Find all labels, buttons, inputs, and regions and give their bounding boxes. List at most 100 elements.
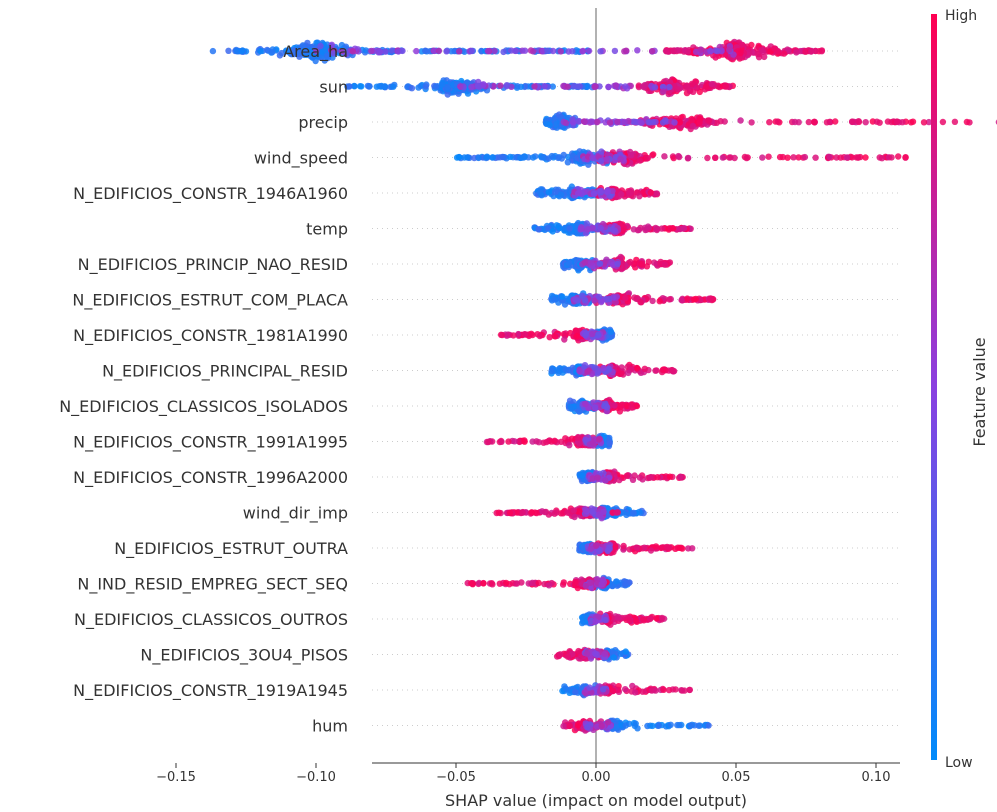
shap-point [656,298,663,305]
shap-point [575,408,583,415]
shap-point [373,83,380,90]
shap-point [288,51,295,58]
shap-point [408,85,416,92]
shap-point [625,190,633,197]
shap-point [614,118,621,126]
shap-point [748,119,755,126]
shap-point [576,440,583,447]
shap-point [559,293,566,300]
shap-point [582,400,589,408]
shap-point [645,258,652,265]
shap-point [795,119,802,126]
shap-point [605,83,612,91]
shap-point [677,473,684,481]
shap-point [342,43,350,50]
shap-point [499,153,506,161]
shap-point [569,119,577,126]
shap-point [431,47,438,55]
shap-point [766,119,773,126]
row-guide-lines [372,50,900,726]
shap-point [376,49,384,56]
shap-point [438,81,446,89]
shap-point [349,48,357,55]
shap-point [810,118,818,126]
shap-point [474,82,482,90]
shap-point [296,49,304,56]
shap-point [697,46,705,53]
shap-point [818,47,826,54]
shap-point [704,154,711,162]
shap-point [579,472,586,479]
shap-point [456,48,463,55]
shap-point [596,260,604,267]
shap-point [511,438,518,445]
shap-point [512,47,520,55]
shap-point [498,438,505,445]
shap-point [714,47,721,55]
shap-point [627,152,635,159]
shap-point [561,336,568,343]
shap-point [415,84,422,91]
shap-point [531,83,538,90]
shap-point [595,293,603,301]
shap-point [589,330,596,338]
shap-point [780,50,788,57]
shap-point [596,435,603,442]
shap-point [649,297,656,305]
shap-point [507,509,514,517]
shap-point [508,47,515,54]
shap-point [209,47,217,55]
shap-point [591,364,598,371]
shap-point [551,296,558,303]
shap-point [661,153,668,160]
shap-point [617,155,624,163]
shap-point [653,190,660,197]
shap-point [793,49,800,56]
shap-point [313,47,320,55]
shap-point [399,47,406,55]
shap-point [688,80,696,88]
shap-point [666,296,673,303]
shap-point [611,47,619,55]
shap-point [519,509,526,516]
shap-point [684,295,691,302]
shap-point [705,117,713,124]
shap-point [706,295,714,303]
shap-point [581,118,588,125]
shap-point [707,48,714,55]
shap-point [790,154,797,161]
shap-point [505,438,512,445]
shap-point [812,154,819,161]
shap-point [902,154,909,161]
shap-point [517,154,524,162]
shap-point [317,42,324,50]
shap-point [920,119,928,126]
shap-point [413,47,420,55]
shap-point [541,508,549,516]
shap-point [622,83,629,90]
shap-point [854,154,862,161]
shap-point [726,154,733,161]
shap-point [584,368,591,375]
shap-point [622,294,629,302]
shap-point [565,259,573,266]
shap-point [548,367,555,375]
shap-point [618,191,625,198]
shap-point [664,48,671,55]
shap-point [738,41,745,48]
shap-point [574,190,582,197]
shap-point [623,511,630,519]
shap-point [641,81,648,89]
shap-point [455,153,463,161]
shap-point [862,119,869,126]
shap-point [570,507,577,514]
shap-point [588,259,595,266]
shap-point [638,119,645,127]
shap-point [801,153,809,161]
shap-point [587,118,595,125]
shap-point [636,157,644,164]
shap-point [468,47,476,55]
shap-point [585,47,593,55]
shap-point [562,435,569,442]
